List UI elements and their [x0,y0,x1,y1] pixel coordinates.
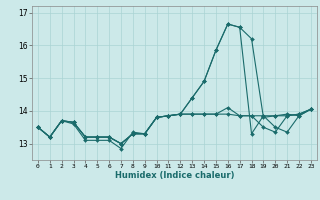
X-axis label: Humidex (Indice chaleur): Humidex (Indice chaleur) [115,171,234,180]
